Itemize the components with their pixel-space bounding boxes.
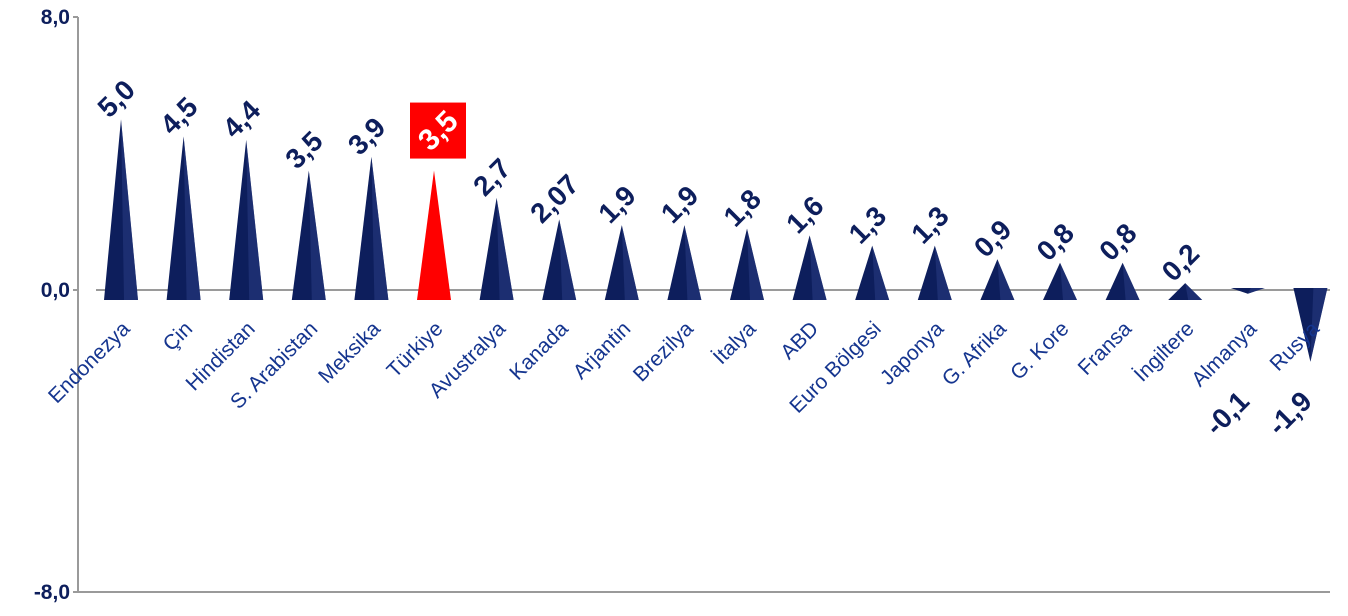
bar-shade — [1247, 288, 1265, 294]
bar-shape — [417, 170, 451, 300]
value-label: 0,8 — [1093, 217, 1142, 266]
value-label: 1,3 — [905, 200, 954, 249]
value-label: -1,9 — [1262, 385, 1318, 441]
bar — [1105, 262, 1140, 300]
category-label: Japonya — [876, 317, 949, 390]
value-label: 0,9 — [968, 214, 1017, 263]
bar — [1043, 262, 1077, 300]
y-tick-label: -8,0 — [34, 581, 70, 604]
value-label: 1,9 — [655, 180, 704, 229]
value-label: 0,8 — [1031, 217, 1080, 266]
bar-shade — [308, 170, 326, 300]
bar — [980, 259, 1015, 300]
bar — [917, 245, 952, 300]
axes: 8,0 0,0 -8,0 — [34, 6, 1330, 604]
bar — [1293, 288, 1328, 362]
bar — [229, 139, 264, 300]
bar-shade — [934, 245, 952, 300]
value-label: 2,07 — [524, 168, 584, 228]
highlight-diamond — [410, 102, 466, 159]
category-label: G. Afrika — [938, 317, 1011, 390]
value-label: 5,0 — [92, 74, 141, 123]
category-label: G. Kore — [1006, 317, 1073, 384]
value-label: -0,1 — [1199, 385, 1255, 441]
category-label: Rusya — [1266, 317, 1325, 376]
bar-shade — [1185, 283, 1203, 300]
bar-shade — [747, 228, 764, 300]
bar — [354, 156, 389, 300]
value-label: 1,3 — [843, 200, 892, 249]
bar-shade — [621, 225, 639, 300]
category-label: Brezilya — [629, 317, 698, 386]
category-label: Endonezya — [44, 317, 135, 408]
bar-shade — [371, 156, 389, 300]
bar-shade — [1310, 288, 1328, 362]
category-label: Kanada — [505, 317, 573, 385]
bar — [604, 225, 639, 300]
category-label: ABD — [776, 317, 823, 364]
bar — [479, 197, 514, 300]
bar — [792, 235, 827, 300]
bar-shade — [496, 197, 514, 300]
value-label: 4,5 — [154, 91, 203, 140]
bar — [166, 136, 201, 300]
bar — [542, 219, 577, 300]
bar-shade — [684, 225, 702, 300]
category-label: Arjantin — [569, 317, 636, 384]
bar — [1230, 288, 1265, 294]
value-label: 1,8 — [718, 183, 767, 232]
value-label-highlight: 3,5 — [410, 102, 466, 159]
value-label: 3,9 — [342, 111, 391, 160]
bar-shade — [997, 259, 1015, 300]
category-label: İtalya — [709, 317, 761, 369]
bar-shade — [246, 139, 264, 300]
y-tick-label: 0,0 — [41, 279, 70, 302]
category-label: Fransa — [1074, 317, 1137, 380]
bar — [730, 228, 764, 300]
bar — [417, 170, 451, 300]
bar — [1168, 283, 1203, 300]
bar-shade — [809, 235, 827, 300]
category-label: Meksika — [314, 317, 385, 388]
bar — [291, 170, 326, 300]
bar-shade — [183, 136, 201, 300]
bar-shade — [559, 219, 577, 300]
value-labels: 5,0 4,5 4,43,5 3,9 3,52,7 2,07 1,9 1,9 1,8 1,6 1,3… — [92, 74, 1318, 441]
bar-shade — [121, 119, 138, 300]
bar — [104, 119, 138, 300]
value-label: 1,9 — [592, 180, 641, 229]
bars — [104, 119, 1328, 362]
bar — [667, 225, 702, 300]
value-label: 0,2 — [1156, 238, 1205, 287]
category-label: Çin — [159, 317, 198, 356]
bar-shade — [1060, 262, 1077, 300]
bar-shade — [1122, 262, 1140, 300]
bar — [855, 245, 890, 300]
value-label: 2,7 — [467, 152, 516, 201]
bar-shade — [872, 245, 890, 300]
value-label: 4,4 — [217, 94, 267, 144]
category-label: Almanya — [1187, 317, 1261, 391]
value-label: 1,6 — [780, 190, 829, 239]
y-tick-label: 8,0 — [41, 6, 70, 29]
value-label: 3,5 — [279, 125, 328, 174]
